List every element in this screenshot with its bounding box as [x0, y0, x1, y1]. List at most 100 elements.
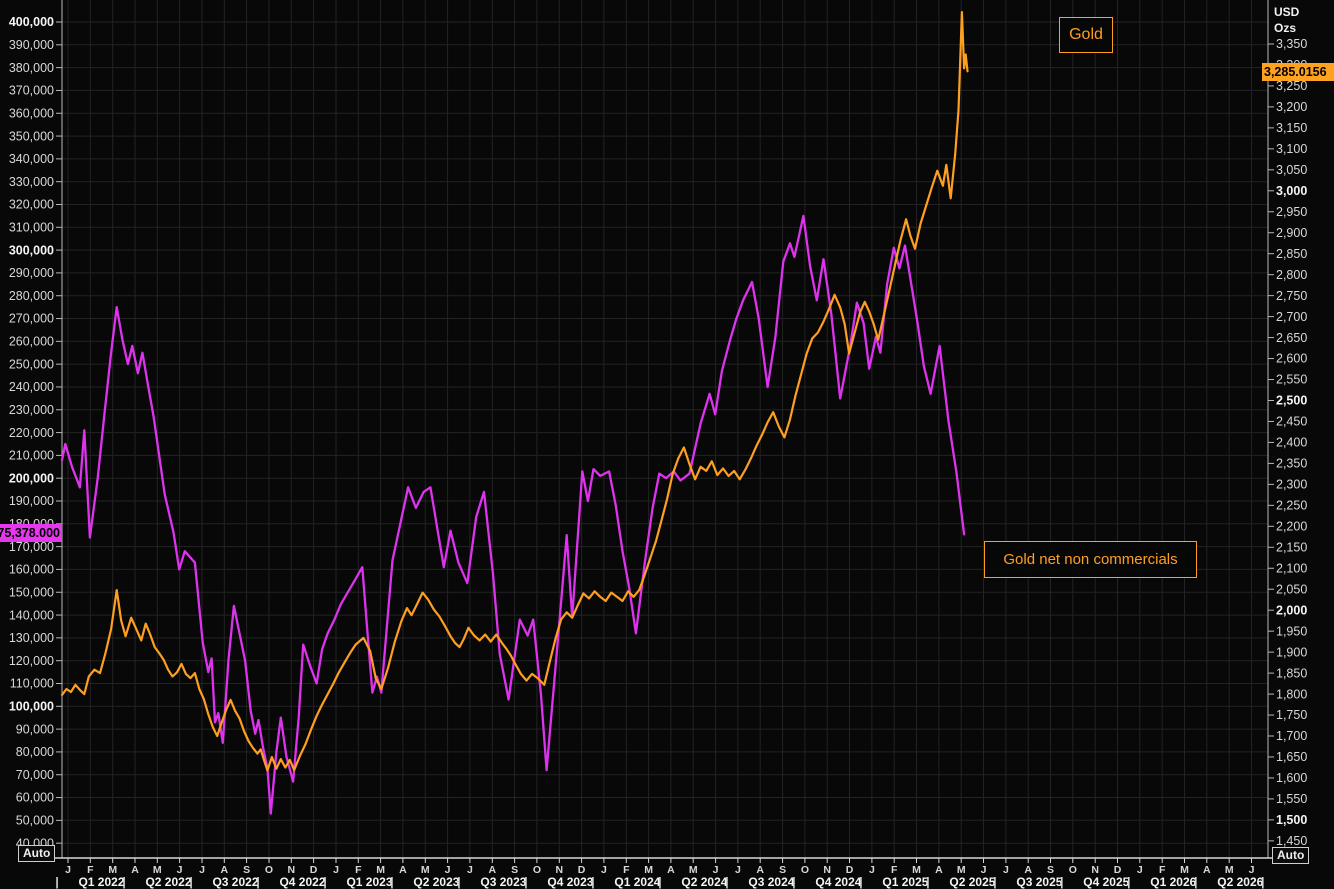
right-axis-tick-label[interactable]: 1,600: [1276, 771, 1307, 785]
right-axis-tick-label[interactable]: 1,450: [1276, 834, 1307, 848]
right-axis-tick-label[interactable]: 1,700: [1276, 729, 1307, 743]
left-axis-tick-label[interactable]: 260,000: [9, 335, 54, 349]
right-axis-tick-label[interactable]: 2,850: [1276, 247, 1307, 261]
gold-last-value-tag[interactable]: 3,285.0156: [1262, 63, 1334, 81]
quarter-label[interactable]: Q1 2024: [614, 875, 660, 889]
month-tick-label[interactable]: M: [1180, 864, 1189, 876]
right-axis-tick-label[interactable]: 2,650: [1276, 331, 1307, 345]
month-tick-label[interactable]: F: [355, 864, 362, 876]
month-tick-label[interactable]: A: [131, 864, 139, 876]
left-axis-tick-label[interactable]: 240,000: [9, 380, 54, 394]
right-axis-tick-label[interactable]: 2,000: [1276, 603, 1307, 617]
right-axis-tick-label[interactable]: 2,150: [1276, 541, 1307, 555]
month-tick-label[interactable]: A: [399, 864, 407, 876]
left-axis-tick-label[interactable]: 210,000: [9, 449, 54, 463]
month-tick-label[interactable]: O: [533, 864, 541, 876]
month-tick-label[interactable]: F: [87, 864, 94, 876]
left-axis-tick-label[interactable]: 280,000: [9, 289, 54, 303]
left-axis-tick-label[interactable]: 370,000: [9, 84, 54, 98]
left-axis-tick-label[interactable]: 190,000: [9, 494, 54, 508]
month-tick-label[interactable]: J: [1249, 864, 1255, 876]
month-tick-label[interactable]: J: [333, 864, 339, 876]
quarter-label[interactable]: Q4 2022: [279, 875, 325, 889]
noncommercials-last-value-tag[interactable]: 175,378.000: [0, 524, 62, 542]
month-tick-label[interactable]: A: [667, 864, 675, 876]
left-axis-tick-label[interactable]: 100,000: [9, 700, 54, 714]
month-tick-label[interactable]: S: [243, 864, 250, 876]
left-axis-auto-button[interactable]: Auto: [18, 845, 56, 862]
quarter-label[interactable]: Q2 2022: [145, 875, 191, 889]
quarter-label[interactable]: Q3 2024: [748, 875, 794, 889]
series-line-gold-net-non-commercials[interactable]: [60, 214, 966, 815]
quarter-label[interactable]: Q4 2024: [815, 875, 861, 889]
quarter-label[interactable]: Q2 2024: [681, 875, 727, 889]
month-tick-label[interactable]: N: [288, 864, 296, 876]
left-axis-tick-label[interactable]: 90,000: [16, 722, 54, 736]
month-tick-label[interactable]: J: [735, 864, 741, 876]
quarter-label[interactable]: Q2 2023: [413, 875, 459, 889]
left-axis-tick-label[interactable]: 400,000: [9, 15, 54, 29]
left-axis-tick-label[interactable]: 390,000: [9, 38, 54, 52]
left-axis-tick-label[interactable]: 170,000: [9, 540, 54, 554]
left-axis-tick-label[interactable]: 300,000: [9, 243, 54, 257]
right-axis-tick-label[interactable]: 3,000: [1276, 184, 1307, 198]
right-axis-tick-label[interactable]: 2,550: [1276, 373, 1307, 387]
month-tick-label[interactable]: J: [1003, 864, 1009, 876]
right-axis-tick-label[interactable]: 2,500: [1276, 394, 1307, 408]
left-axis-tick-label[interactable]: 120,000: [9, 654, 54, 668]
month-tick-label[interactable]: D: [846, 864, 854, 876]
left-axis-tick-label[interactable]: 70,000: [16, 768, 54, 782]
right-axis-tick-label[interactable]: 2,900: [1276, 226, 1307, 240]
right-axis-tick-label[interactable]: 1,750: [1276, 708, 1307, 722]
left-axis-tick-label[interactable]: 320,000: [9, 198, 54, 212]
month-tick-label[interactable]: M: [153, 864, 162, 876]
month-tick-label[interactable]: F: [1159, 864, 1166, 876]
left-axis-tick-label[interactable]: 160,000: [9, 563, 54, 577]
right-axis-tick-label[interactable]: 1,500: [1276, 813, 1307, 827]
month-tick-label[interactable]: M: [957, 864, 966, 876]
month-tick-label[interactable]: S: [779, 864, 786, 876]
right-axis-tick-label[interactable]: 3,200: [1276, 100, 1307, 114]
left-axis-tick-label[interactable]: 230,000: [9, 403, 54, 417]
month-tick-label[interactable]: O: [801, 864, 809, 876]
left-axis-tick-label[interactable]: 110,000: [10, 677, 54, 691]
quarter-label[interactable]: Q3 2023: [480, 875, 526, 889]
right-axis-tick-label[interactable]: 2,300: [1276, 478, 1307, 492]
month-tick-label[interactable]: D: [1114, 864, 1122, 876]
left-axis-tick-label[interactable]: 310,000: [9, 221, 54, 235]
left-axis-tick-label[interactable]: 250,000: [9, 357, 54, 371]
quarter-label[interactable]: Q2 2025: [949, 875, 995, 889]
left-axis-tick-label[interactable]: 350,000: [9, 129, 54, 143]
noncommercials-series-label-box[interactable]: Gold net non commercials: [984, 541, 1197, 578]
month-tick-label[interactable]: A: [489, 864, 497, 876]
left-axis-tick-label[interactable]: 60,000: [16, 791, 54, 805]
quarter-label[interactable]: Q1 2022: [78, 875, 124, 889]
month-tick-label[interactable]: A: [221, 864, 229, 876]
right-axis-tick-label[interactable]: 1,550: [1276, 792, 1307, 806]
right-axis-tick-label[interactable]: 2,600: [1276, 352, 1307, 366]
right-axis-tick-label[interactable]: 2,700: [1276, 310, 1307, 324]
month-tick-label[interactable]: M: [644, 864, 653, 876]
right-axis-tick-label[interactable]: 2,350: [1276, 457, 1307, 471]
right-axis-tick-label[interactable]: 2,200: [1276, 520, 1307, 534]
month-tick-label[interactable]: J: [467, 864, 473, 876]
left-axis-tick-label[interactable]: 150,000: [9, 586, 54, 600]
month-tick-label[interactable]: D: [578, 864, 586, 876]
left-axis-tick-label[interactable]: 200,000: [9, 471, 54, 485]
right-axis-tick-label[interactable]: 2,450: [1276, 415, 1307, 429]
right-axis-tick-label[interactable]: 2,800: [1276, 268, 1307, 282]
left-axis-tick-label[interactable]: 270,000: [9, 312, 54, 326]
gold-series-label-box[interactable]: Gold: [1059, 17, 1113, 53]
month-tick-label[interactable]: J: [1137, 864, 1143, 876]
month-tick-label[interactable]: J: [713, 864, 719, 876]
right-axis-tick-label[interactable]: 3,350: [1276, 37, 1307, 51]
right-axis-tick-label[interactable]: 3,100: [1276, 142, 1307, 156]
month-tick-label[interactable]: J: [981, 864, 987, 876]
quarter-label[interactable]: Q1 2026: [1150, 875, 1196, 889]
month-tick-label[interactable]: M: [108, 864, 117, 876]
right-axis-tick-label[interactable]: 1,650: [1276, 750, 1307, 764]
right-axis-tick-label[interactable]: 2,250: [1276, 499, 1307, 513]
left-axis-tick-label[interactable]: 50,000: [16, 814, 54, 828]
right-axis-tick-label[interactable]: 2,750: [1276, 289, 1307, 303]
